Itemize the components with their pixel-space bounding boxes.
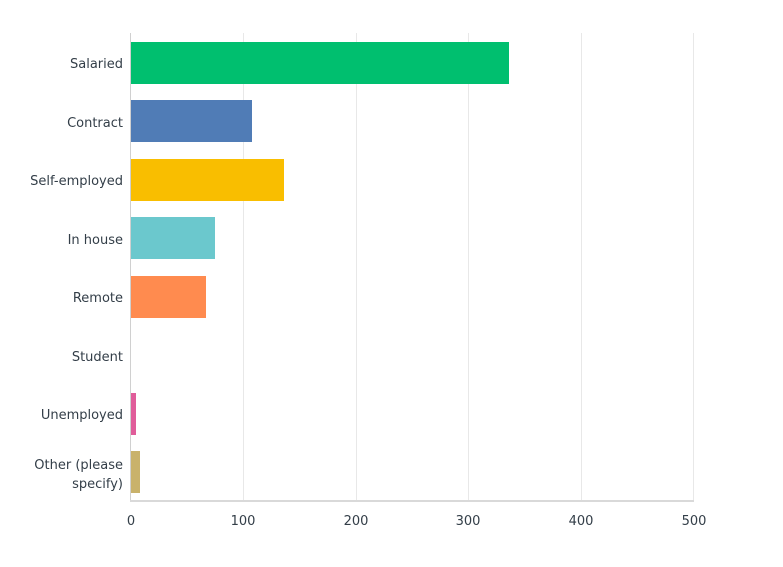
x-tick-300: 300 xyxy=(455,514,481,529)
category-label-other-line1: Other (please xyxy=(34,458,123,473)
y-axis-line xyxy=(130,33,131,502)
category-label-in-house: In house xyxy=(67,233,123,248)
bar-contract[interactable] xyxy=(131,100,252,142)
category-label-salaried: Salaried xyxy=(69,57,123,72)
bar-in-house[interactable] xyxy=(131,217,215,259)
x-tick-100: 100 xyxy=(230,514,256,529)
category-label-remote: Remote xyxy=(72,291,123,306)
category-label-other-line2: specify) xyxy=(72,477,123,492)
x-tick-400: 400 xyxy=(568,514,594,529)
x-tick-0: 0 xyxy=(126,514,136,529)
category-label-student: Student xyxy=(71,350,123,365)
x-axis-line xyxy=(130,500,694,502)
bar-unemployed[interactable] xyxy=(131,393,136,435)
bar-remote[interactable] xyxy=(131,276,206,318)
category-label-self-employed: Self-employed xyxy=(30,174,123,189)
gridline-200 xyxy=(356,33,357,502)
bar-self-employed[interactable] xyxy=(131,159,284,201)
gridline-400 xyxy=(581,33,582,502)
bar-salaried[interactable] xyxy=(131,42,509,84)
gridline-100 xyxy=(243,33,244,502)
chart-plot-area xyxy=(130,33,694,502)
x-tick-200: 200 xyxy=(343,514,369,529)
gridline-300 xyxy=(468,33,469,502)
x-tick-500: 500 xyxy=(681,514,707,529)
category-label-unemployed: Unemployed xyxy=(40,408,123,423)
bar-other[interactable] xyxy=(131,451,140,493)
gridline-500 xyxy=(693,33,694,502)
category-label-contract: Contract xyxy=(67,116,123,131)
